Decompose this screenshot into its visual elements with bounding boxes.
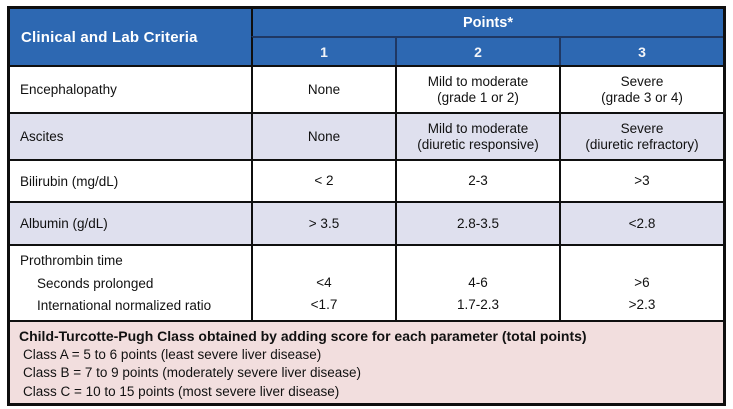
points-col-3-header: 3: [559, 36, 723, 65]
ascites-points-3: Severe (diuretic refractory): [559, 112, 723, 159]
points-col-1-header: 1: [251, 36, 395, 65]
ascites-points-2: Mild to moderate (diuretic responsive): [395, 112, 559, 159]
prothrombin-seconds-points-1: <4: [316, 274, 332, 290]
bilirubin-label: Bilirubin (mg/dL): [10, 159, 251, 201]
points-col-2-header: 2: [395, 36, 559, 65]
prothrombin-labels: Prothrombin time Seconds prolonged Inter…: [10, 244, 251, 320]
legend-class-c: Class C = 10 to 15 points (most severe l…: [23, 383, 340, 399]
bilirubin-points-3: >3: [559, 159, 723, 201]
prothrombin-inr-label: International normalized ratio: [37, 297, 212, 313]
prothrombin-inr-points-1: <1.7: [310, 297, 338, 313]
ascites-label: Ascites: [10, 112, 251, 159]
legend-title: Child-Turcotte-Pugh Class obtained by ad…: [19, 328, 587, 344]
legend-class-b: Class B = 7 to 9 points (moderately seve…: [23, 365, 362, 380]
encephalopathy-label: Encephalopathy: [10, 65, 251, 112]
prothrombin-inr-points-2: 1.7-2.3: [456, 297, 500, 313]
bilirubin-points-2: 2-3: [395, 159, 559, 201]
points-header: Points*: [251, 9, 723, 36]
encephalopathy-points-1: None: [251, 65, 395, 112]
prothrombin-group-label: Prothrombin time: [20, 253, 123, 269]
prothrombin-seconds-points-2: 4-6: [468, 274, 488, 290]
albumin-label: Albumin (g/dL): [10, 201, 251, 244]
albumin-points-2: 2.8-3.5: [395, 201, 559, 244]
prothrombin-points-2: 4-6 1.7-2.3: [395, 244, 559, 320]
criteria-column-header: Clinical and Lab Criteria: [10, 9, 251, 65]
encephalopathy-points-3: Severe (grade 3 or 4): [559, 65, 723, 112]
prothrombin-seconds-points-3: >6: [634, 274, 650, 290]
prothrombin-inr-points-3: >2.3: [628, 297, 656, 313]
ctp-score-table: Clinical and Lab Criteria Points* 1 2 3 …: [7, 6, 726, 406]
prothrombin-points-1-spacer: [253, 254, 395, 267]
ascites-points-1: None: [251, 112, 395, 159]
criteria-column-header-label: Clinical and Lab Criteria: [21, 28, 198, 46]
encephalopathy-points-2: Mild to moderate (grade 1 or 2): [395, 65, 559, 112]
prothrombin-points-2-spacer: [397, 254, 559, 267]
ctp-class-legend: Child-Turcotte-Pugh Class obtained by ad…: [10, 320, 723, 403]
legend-class-a: Class A = 5 to 6 points (least severe li…: [23, 346, 322, 362]
albumin-points-1: > 3.5: [251, 201, 395, 244]
bilirubin-points-1: < 2: [251, 159, 395, 201]
prothrombin-points-3: >6 >2.3: [559, 244, 723, 320]
albumin-points-3: <2.8: [559, 201, 723, 244]
prothrombin-points-3-spacer: [561, 254, 723, 267]
prothrombin-points-1: <4 <1.7: [251, 244, 395, 320]
points-header-label: Points*: [463, 14, 513, 31]
prothrombin-seconds-label: Seconds prolonged: [37, 275, 154, 291]
